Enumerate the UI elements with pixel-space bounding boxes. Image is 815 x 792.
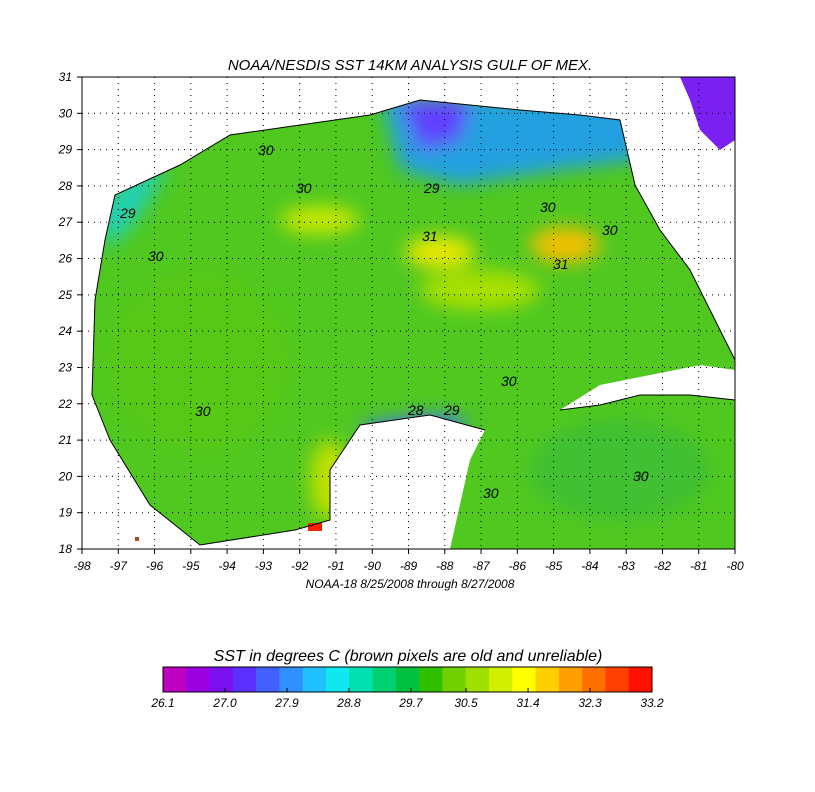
x-tick-label: -94 [218, 559, 236, 573]
colorbar-swatch [558, 667, 583, 692]
x-tick-label: -80 [726, 559, 744, 573]
y-tick-label: 25 [58, 288, 73, 302]
contour-label: 30 [633, 468, 649, 484]
colorbar-tick-label: 32.3 [578, 696, 602, 710]
x-tick-label: -87 [472, 559, 491, 573]
cuba [560, 365, 735, 410]
colorbar-tick-label: 29.7 [398, 696, 424, 710]
x-tick-label: -95 [182, 559, 200, 573]
x-tick-label: -91 [327, 559, 344, 573]
hot-pixels [308, 523, 322, 531]
colorbar-swatch [419, 667, 443, 692]
contour-label: 30 [258, 142, 274, 158]
y-tick-label: 28 [58, 179, 73, 193]
colorbar-swatch [489, 667, 513, 692]
colorbar-tick-label: 30.5 [454, 696, 478, 710]
colorbar-swatch [395, 667, 420, 692]
colorbar [162, 667, 653, 692]
y-tick-label: 18 [59, 542, 73, 556]
contour-label: 30 [483, 485, 499, 501]
colorbar-swatch [256, 667, 280, 692]
x-tick-label: -89 [400, 559, 418, 573]
colorbar-tick-label: 28.8 [336, 696, 361, 710]
old-pixel [135, 537, 139, 541]
x-tick-label: -85 [545, 559, 563, 573]
colorbar-swatch [163, 667, 187, 692]
colorbar-swatch [535, 667, 560, 692]
colorbar-swatch [326, 667, 350, 692]
contour-label: 30 [195, 403, 211, 419]
colorbar-swatch [372, 667, 397, 692]
colorbar-title: SST in degrees C (brown pixels are old a… [214, 648, 603, 665]
colorbar-swatch [628, 667, 653, 692]
colorbar-swatch [605, 667, 630, 692]
map-frame [81, 76, 736, 550]
colorbar-swatch [209, 667, 234, 692]
contour-labels: 30 30 29 30 29 31 30 30 31 30 28 29 30 3… [119, 142, 649, 501]
y-tick-label: 31 [59, 70, 72, 84]
y-tick-label: 29 [58, 143, 73, 157]
x-tick-label: -88 [436, 559, 454, 573]
map-subtitle: NOAA-18 8/25/2008 through 8/27/2008 [306, 577, 515, 591]
sst-field [92, 77, 735, 549]
atlantic-cool-water [680, 77, 735, 150]
colorbar-tick-label: 26.1 [150, 696, 174, 710]
y-tick-label: 19 [59, 506, 73, 520]
contour-label: 29 [119, 205, 136, 221]
colorbar-swatch [442, 667, 467, 692]
colorbar-tick-label: 27.9 [274, 696, 299, 710]
x-tick-label: -83 [617, 559, 635, 573]
contour-label: 29 [443, 402, 460, 418]
colorbar-swatch [232, 667, 257, 692]
x-tick-label: -82 [654, 559, 672, 573]
x-tick-label: -96 [146, 559, 164, 573]
x-tick-label: -97 [110, 559, 129, 573]
colorbar-swatch [279, 667, 304, 692]
x-tick-label: -86 [509, 559, 527, 573]
colorbar-frame [162, 666, 653, 693]
colorbar-swatch [186, 667, 211, 692]
colorbar-tick-label: 31.4 [516, 696, 540, 710]
contour-label: 30 [296, 180, 312, 196]
contour-label: 30 [602, 222, 618, 238]
x-tick-label: -98 [73, 559, 91, 573]
colorbar-swatch [465, 667, 490, 692]
y-tick-label: 23 [58, 360, 73, 374]
map-title: NOAA/NESDIS SST 14KM ANALYSIS GULF OF ME… [228, 57, 592, 74]
colorbar-swatch [582, 667, 606, 692]
contour-label: 30 [540, 199, 556, 215]
y-tick-label: 24 [58, 324, 73, 338]
contour-label: 31 [422, 228, 438, 244]
y-tick-label: 27 [58, 215, 74, 229]
x-tick-label: -84 [581, 559, 599, 573]
y-tick-label: 26 [58, 252, 73, 266]
y-tick-label: 20 [58, 469, 73, 483]
contour-label: 28 [407, 402, 424, 418]
contour-label: 31 [553, 256, 569, 272]
contour-label: 30 [148, 248, 164, 264]
x-tick-label: -92 [291, 559, 309, 573]
contour-label: 30 [501, 373, 517, 389]
x-tick-label: -81 [690, 559, 707, 573]
colorbar-tick-label: 27.0 [212, 696, 237, 710]
x-tick-label: -90 [364, 559, 382, 573]
contour-label: 29 [423, 180, 440, 196]
coastline [91, 99, 736, 546]
colorbar-swatch [512, 667, 537, 692]
y-tick-label: 21 [58, 433, 72, 447]
colorbar-tick-label: 33.2 [640, 696, 664, 710]
x-tick-label: -93 [255, 559, 273, 573]
y-tick-label: 30 [59, 106, 73, 120]
colorbar-swatch [349, 667, 374, 692]
colorbar-swatch [302, 667, 327, 692]
y-tick-label: 22 [58, 397, 73, 411]
